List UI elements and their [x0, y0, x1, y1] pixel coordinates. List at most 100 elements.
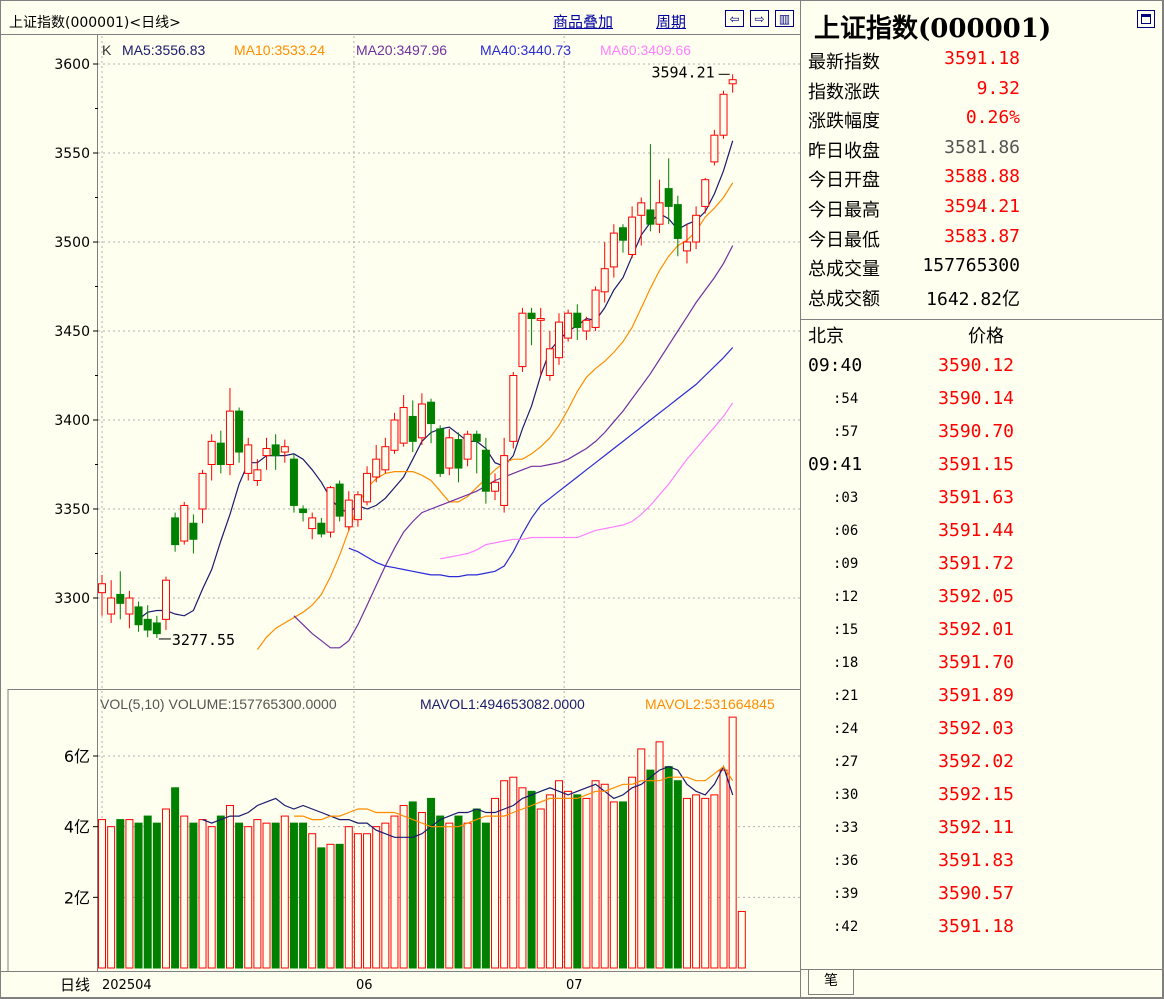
volume-bar-down[interactable] [472, 808, 481, 969]
candle-body-up[interactable] [609, 232, 618, 268]
candle-body-up[interactable] [161, 579, 170, 620]
volume-bar-down[interactable] [143, 815, 152, 969]
volume-bar-down[interactable] [573, 794, 582, 969]
overlay-commodity-button[interactable]: 商品叠加 [553, 13, 614, 31]
candle-body-up[interactable] [381, 446, 390, 471]
candle-body-up[interactable] [719, 93, 728, 136]
volume-bar-up[interactable] [399, 804, 408, 969]
volume-bar-up[interactable] [628, 776, 637, 969]
volume-bar-down[interactable] [134, 822, 143, 969]
candle-body-up[interactable] [591, 289, 600, 328]
volume-bar-down[interactable] [299, 822, 308, 969]
volume-bar-up[interactable] [609, 801, 618, 969]
candle-body-up[interactable] [225, 410, 234, 466]
volume-bar-up[interactable] [244, 826, 253, 969]
volume-bar-up[interactable] [417, 812, 426, 969]
candle-body-up[interactable] [125, 597, 134, 615]
candle-body-up[interactable] [207, 440, 216, 465]
candle-body-down[interactable] [134, 606, 143, 626]
candle-body-up[interactable] [701, 179, 710, 207]
candle-body-up[interactable] [509, 375, 518, 442]
candle-body-up[interactable] [463, 433, 472, 460]
candle-body-up[interactable] [555, 321, 563, 359]
volume-bar-down[interactable] [408, 801, 417, 969]
maximize-icon[interactable] [1137, 10, 1155, 28]
candle-body-down[interactable] [152, 622, 161, 635]
scroll-right-button[interactable]: ⇨ [750, 10, 769, 27]
candle-body-down[interactable] [646, 209, 655, 225]
candle-body-up[interactable] [262, 447, 271, 457]
volume-bar-up[interactable] [390, 815, 399, 969]
volume-bar-up[interactable] [207, 826, 216, 969]
candle-body-up[interactable] [637, 202, 646, 216]
candle-body-up[interactable] [344, 499, 353, 528]
volume-bar-up[interactable] [445, 822, 454, 969]
candle-body-up[interactable] [390, 419, 399, 451]
volume-bar-up[interactable] [536, 808, 545, 969]
volume-bar-up[interactable] [637, 748, 646, 969]
volume-bar-up[interactable] [701, 797, 710, 969]
candle-body-down[interactable] [189, 522, 198, 540]
candle-body-up[interactable] [710, 134, 719, 163]
volume-bar-down[interactable] [116, 819, 125, 969]
candle-body-down[interactable] [289, 458, 298, 506]
volume-bar-down[interactable] [335, 843, 344, 969]
candle-body-up[interactable] [280, 446, 289, 453]
volume-bar-down[interactable] [618, 801, 627, 969]
volume-bar-down[interactable] [271, 822, 280, 969]
volume-bar-up[interactable] [308, 833, 317, 969]
candle-body-up[interactable] [545, 348, 554, 376]
candle-body-down[interactable] [436, 428, 445, 474]
volume-bar-down[interactable] [646, 769, 655, 969]
volume-bar-down[interactable] [317, 847, 326, 969]
volume-bar-up[interactable] [600, 783, 609, 969]
volume-bar-down[interactable] [664, 766, 673, 969]
volume-bar-up[interactable] [719, 769, 728, 969]
volume-bar-up[interactable] [363, 833, 372, 969]
candle-body-up[interactable] [491, 481, 500, 492]
candle-body-up[interactable] [536, 318, 545, 321]
volume-bar-up[interactable] [591, 780, 600, 969]
candle-body-down[interactable] [171, 517, 180, 546]
candle-body-down[interactable] [573, 312, 582, 328]
candle-body-up[interactable] [417, 403, 426, 439]
candle-body-up[interactable] [308, 517, 317, 530]
candle-body-up[interactable] [600, 268, 609, 293]
volume-bar-up[interactable] [381, 822, 390, 969]
candle-body-down[interactable] [235, 410, 244, 453]
volume-bar-up[interactable] [655, 741, 664, 969]
volume-bar-up[interactable] [98, 819, 106, 969]
volume-bar-up[interactable] [710, 794, 719, 969]
layout-toggle-button[interactable]: ▥ [775, 10, 794, 27]
candle-body-down[interactable] [454, 439, 463, 469]
candle-body-up[interactable] [253, 469, 262, 482]
candle-body-up[interactable] [399, 407, 408, 444]
candle-body-down[interactable] [335, 483, 344, 517]
volume-bar-up[interactable] [372, 826, 381, 969]
candle-body-down[interactable] [527, 312, 536, 320]
volume-bar-up[interactable] [107, 826, 116, 969]
volume-bar-up[interactable] [198, 819, 207, 969]
candle-body-up[interactable] [326, 487, 335, 533]
candle-body-up[interactable] [582, 319, 591, 332]
volume-bar-down[interactable] [171, 787, 180, 969]
candle-body-down[interactable] [664, 188, 673, 207]
volume-bar-down[interactable] [673, 780, 682, 969]
candle-body-up[interactable] [564, 312, 573, 339]
candle-body-up[interactable] [98, 583, 106, 594]
volume-bar-up[interactable] [545, 794, 554, 969]
candle-body-down[interactable] [317, 522, 326, 535]
candle-body-up[interactable] [682, 241, 691, 252]
candle-body-up[interactable] [198, 472, 207, 510]
volume-bar-up[interactable] [728, 716, 737, 969]
candle-body-up[interactable] [628, 216, 637, 255]
candle-body-up[interactable] [372, 458, 381, 478]
volume-bar-up[interactable] [564, 790, 573, 969]
volume-bar-down[interactable] [152, 822, 161, 969]
volume-bar-down[interactable] [436, 815, 445, 969]
volume-bar-up[interactable] [737, 910, 746, 969]
candle-body-down[interactable] [472, 433, 481, 442]
volume-bar-down[interactable] [235, 822, 244, 969]
volume-bar-up[interactable] [326, 843, 335, 969]
